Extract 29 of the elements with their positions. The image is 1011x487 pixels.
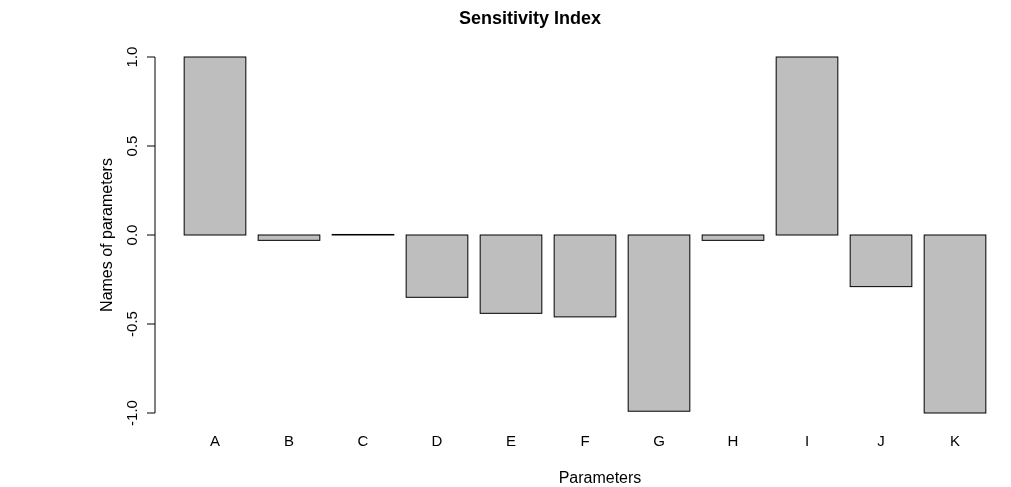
bar [627,234,691,412]
x-tick-label: A [209,432,220,449]
y-tick-label: 0.5 [123,135,140,157]
x-tick-label: C [357,432,369,449]
bar [923,234,987,414]
bar [257,234,321,241]
bar [701,234,765,241]
bar [849,234,913,288]
x-axis-title: Parameters [558,469,642,486]
bar [405,234,469,298]
x-tick-label: I [804,432,810,449]
x-tick-label: F [580,432,590,449]
x-tick-label: D [431,432,443,449]
bar [479,234,543,314]
x-tick-label: G [653,432,665,449]
bar [775,56,839,236]
x-tick-label: J [877,432,885,449]
y-tick-label: -1.0 [123,400,140,426]
y-tick-label: 0.0 [123,224,140,246]
x-tick-label: E [505,432,517,449]
x-tick-label: B [283,432,295,449]
x-tick-label: H [727,432,739,449]
bar [553,234,617,318]
bar [183,56,247,236]
chart-title: Sensitivity Index [458,8,602,28]
x-tick-label: K [950,432,961,449]
y-tick-label: 1.0 [123,46,140,68]
y-tick-label: -0.5 [123,311,140,337]
y-axis-title: Names of parameters [98,158,115,312]
